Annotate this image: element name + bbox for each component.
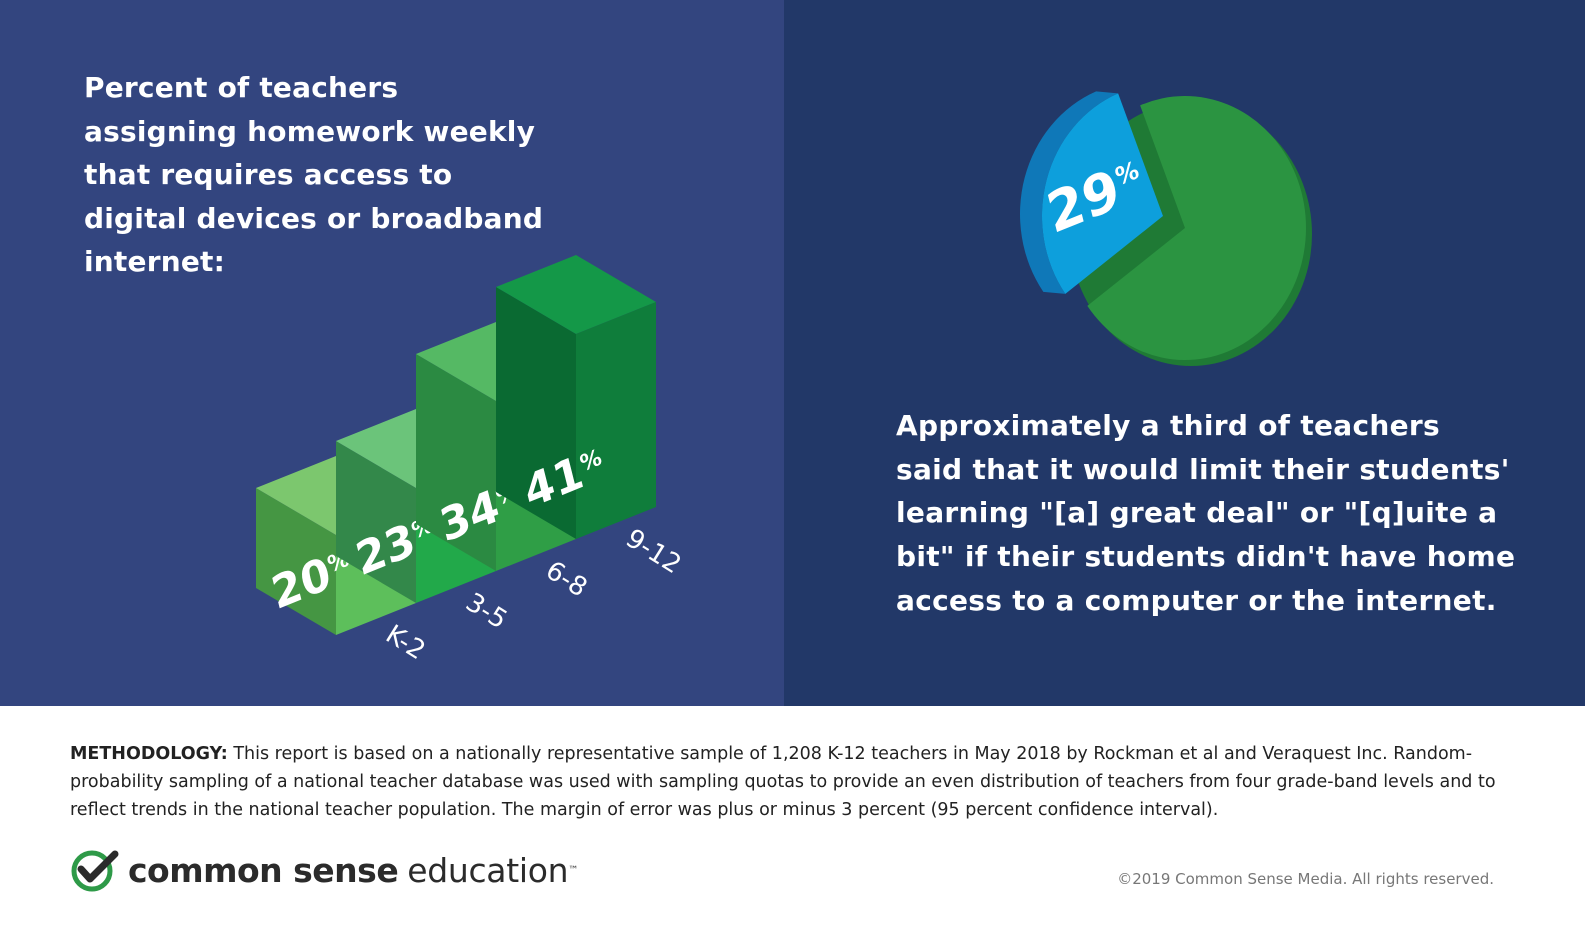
bar-side-face [336, 441, 416, 603]
pie-slice-highlight: 29% [1019, 91, 1163, 294]
bar-side-face [496, 287, 576, 539]
pie-slice-green [1087, 96, 1306, 361]
methodology-label: METHODOLOGY: [70, 744, 228, 764]
bar-front-face [576, 302, 656, 539]
pie-slice-highlight-depth [1019, 91, 1119, 294]
pie-slice-highlight-face [1042, 93, 1163, 294]
logo-word-education: education [407, 850, 569, 890]
grade-band-bar-chart: 20%K-223%3-534%6-841%9-12 [256, 255, 686, 666]
bar-top-face [496, 255, 656, 334]
methodology-note: METHODOLOGY: This report is based on a n… [70, 740, 1510, 824]
bar-side-face [256, 488, 336, 635]
limited-learning-pie-chart: 29% [1019, 91, 1312, 366]
pie-description: Approximately a third of teachers said t… [896, 409, 1516, 617]
logo-word-common-sense: common sense [128, 850, 399, 890]
methodology-text: This report is based on a nationally rep… [70, 744, 1496, 820]
bar-side-face [416, 354, 496, 571]
bar-9-12: 41%9-12 [496, 255, 686, 580]
bar-chart-title: Percent of teachers assigning homework w… [84, 71, 544, 278]
copyright-notice: ©2019 Common Sense Media. All rights res… [1117, 870, 1494, 888]
checkmark-logo-icon [71, 850, 119, 892]
common-sense-education-logo: common sense education ™ [70, 845, 578, 895]
logo-trademark: ™ [568, 864, 579, 876]
